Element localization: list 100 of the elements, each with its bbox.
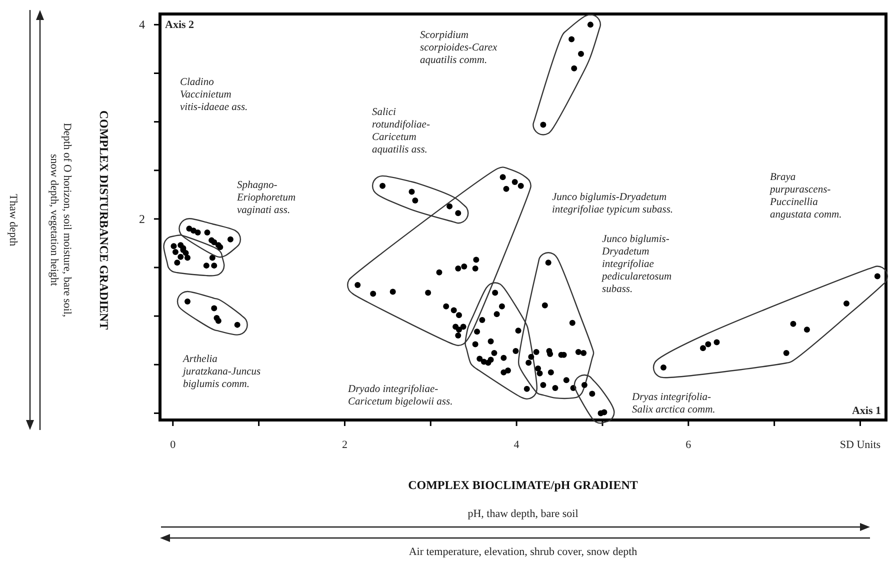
annotation: Scorpidium scorpioides-Carex aquatilis comm. — [420, 30, 498, 66]
point — [446, 203, 453, 210]
point — [204, 230, 210, 236]
point — [533, 349, 540, 356]
x-tick-label: 6 — [686, 439, 692, 451]
point — [455, 265, 462, 272]
point — [211, 262, 218, 269]
point — [536, 370, 543, 376]
point — [700, 345, 706, 352]
point — [472, 341, 478, 348]
point — [380, 182, 386, 189]
point — [500, 174, 506, 180]
text: Air temperature, elevation, shrub cover, snow depth — [408, 546, 638, 558]
point — [203, 262, 210, 269]
x-tick-label: 0 — [170, 439, 176, 451]
point — [580, 350, 587, 356]
point — [500, 369, 507, 376]
point — [178, 254, 184, 260]
point — [569, 320, 576, 326]
point — [545, 260, 552, 266]
point — [460, 324, 466, 330]
point — [184, 254, 190, 261]
point — [450, 307, 457, 314]
text: pH, thaw depth, bare soil — [468, 508, 578, 520]
point — [456, 326, 462, 333]
point — [425, 290, 432, 296]
point — [494, 311, 500, 318]
point — [542, 302, 548, 308]
point — [184, 298, 190, 304]
point — [227, 236, 234, 242]
point — [455, 210, 462, 216]
annotation: Axis 1 — [852, 405, 881, 417]
point — [714, 339, 720, 346]
point — [548, 369, 554, 376]
point — [488, 338, 494, 344]
point — [412, 197, 418, 204]
point — [461, 264, 468, 270]
point — [174, 260, 180, 266]
point — [601, 409, 608, 416]
point — [563, 377, 570, 384]
point — [209, 254, 216, 261]
point — [474, 328, 480, 335]
x-tick-label: 2 — [342, 439, 348, 451]
x-tick-label: SD Units — [840, 439, 881, 451]
point — [575, 349, 582, 356]
point — [783, 350, 790, 356]
annotation: Dryado integrifoliae- Caricetum bigelowii ass. — [347, 384, 453, 408]
point — [504, 367, 511, 374]
annotation: Sphagno- Eriophoretum vaginati ass. — [236, 180, 296, 216]
point — [524, 386, 530, 392]
point — [491, 350, 498, 356]
point — [473, 256, 480, 263]
point — [540, 382, 546, 388]
point — [443, 303, 450, 310]
point — [476, 356, 483, 362]
point — [354, 282, 361, 288]
point — [500, 354, 507, 361]
point — [215, 318, 222, 324]
point — [479, 316, 486, 323]
point — [488, 356, 494, 363]
point — [571, 65, 578, 72]
point — [492, 290, 498, 296]
point — [804, 326, 810, 333]
point — [512, 348, 519, 354]
annotation: Junco biglumis-Dryadetum integrifoliae typicum subass. — [552, 192, 674, 216]
point — [874, 273, 880, 280]
point — [578, 50, 584, 57]
point — [515, 328, 522, 334]
text: Thaw depth — [7, 194, 19, 247]
point — [568, 36, 575, 42]
point — [528, 354, 534, 360]
x-tick-label: 4 — [514, 439, 520, 451]
point — [540, 122, 546, 128]
point — [705, 341, 712, 348]
point — [170, 243, 177, 250]
point — [370, 290, 376, 297]
point — [390, 288, 396, 295]
point — [472, 265, 478, 272]
point — [480, 358, 487, 365]
point — [535, 366, 542, 372]
point — [436, 269, 442, 276]
x-axis-title: COMPLEX BIOCLIMATE/pH GRADIENT — [408, 478, 638, 492]
point — [843, 300, 850, 306]
text: Depth of O horizon, soil moisture, bare soil, snow depth, vegetation height — [48, 122, 73, 318]
point — [581, 382, 588, 388]
annotation: Braya purpurascens- Puccinellia angustata comm. — [769, 172, 842, 220]
point — [526, 360, 532, 366]
point — [518, 182, 524, 189]
point — [234, 322, 240, 328]
point — [790, 320, 796, 327]
point — [498, 303, 505, 310]
annotation: Arthelia juratzkana-Juncus biglumis comm. — [181, 354, 261, 390]
point — [172, 248, 178, 255]
point — [194, 230, 201, 236]
annotation: Cladino Vaccinietum vitis-idaeae ass. — [180, 77, 248, 113]
annotation: Junco biglumis- Dryadetum integrifoliae pedicularetosum subass. — [601, 234, 672, 295]
annotation: Salici rotundifoliae- Caricetum aquatilis ass. — [372, 107, 430, 156]
point — [190, 228, 197, 234]
point — [587, 22, 594, 28]
point — [408, 188, 415, 195]
